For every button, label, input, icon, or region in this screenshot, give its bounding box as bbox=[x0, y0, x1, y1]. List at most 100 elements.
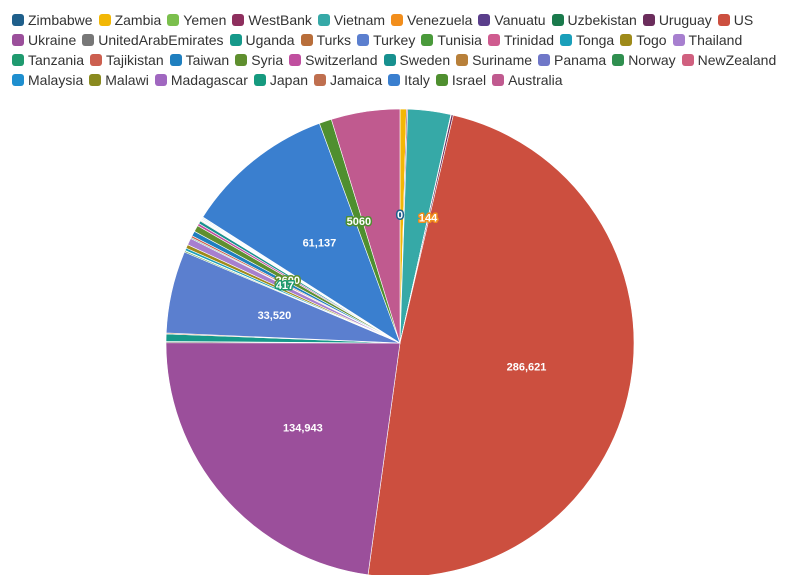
chart-legend: Zimbabwe Zambia Yemen WestBank Vietnam Venezu… bbox=[12, 12, 787, 88]
legend-swatch-icon bbox=[492, 74, 505, 86]
legend-item-tonga[interactable]: Tonga bbox=[560, 32, 614, 48]
legend-label: Switzerland bbox=[305, 52, 378, 68]
legend-item-jamaica[interactable]: Jamaica bbox=[314, 72, 382, 88]
legend-item-japan[interactable]: Japan bbox=[253, 72, 309, 88]
legend-item-taiwan[interactable]: Taiwan bbox=[169, 52, 229, 68]
legend-swatch-icon bbox=[89, 74, 102, 86]
legend-label: Uganda bbox=[245, 32, 295, 48]
legend-swatch-icon bbox=[383, 54, 396, 66]
legend-item-uruguay[interactable]: Uruguay bbox=[642, 12, 712, 28]
legend-item-yemen[interactable]: Yemen bbox=[167, 12, 226, 28]
legend-item-newzealand[interactable]: NewZealand bbox=[681, 52, 777, 68]
legend-label: Panama bbox=[554, 52, 607, 68]
legend-item-togo[interactable]: Togo bbox=[620, 32, 667, 48]
legend-label: UnitedArabEmirates bbox=[98, 32, 224, 48]
legend-item-madagascar[interactable]: Madagascar bbox=[154, 72, 248, 88]
legend-swatch-icon bbox=[642, 14, 655, 26]
legend-item-tajikistan[interactable]: Tajikistan bbox=[90, 52, 164, 68]
legend-swatch-icon bbox=[314, 74, 327, 86]
legend-swatch-icon bbox=[620, 34, 633, 46]
legend-item-australia[interactable]: Australia bbox=[492, 72, 563, 88]
legend-item-unitedarabemirates[interactable]: UnitedArabEmirates bbox=[82, 32, 224, 48]
legend-label: Turks bbox=[316, 32, 352, 48]
legend-swatch-icon bbox=[681, 54, 694, 66]
legend-label: Thailand bbox=[688, 32, 743, 48]
legend-label: Ukraine bbox=[28, 32, 77, 48]
legend-item-tanzania[interactable]: Tanzania bbox=[12, 52, 84, 68]
legend-swatch-icon bbox=[167, 14, 180, 26]
legend-label: NewZealand bbox=[697, 52, 777, 68]
legend-label: Italy bbox=[404, 72, 430, 88]
legend-item-thailand[interactable]: Thailand bbox=[672, 32, 743, 48]
legend-label: WestBank bbox=[248, 12, 312, 28]
legend-swatch-icon bbox=[672, 34, 685, 46]
legend-swatch-icon bbox=[478, 14, 491, 26]
legend-item-switzerland[interactable]: Switzerland bbox=[289, 52, 378, 68]
legend-swatch-icon bbox=[300, 34, 313, 46]
legend-label: Malawi bbox=[105, 72, 149, 88]
legend-label: Australia bbox=[508, 72, 563, 88]
legend-item-turkey[interactable]: Turkey bbox=[357, 32, 415, 48]
legend-item-syria[interactable]: Syria bbox=[235, 52, 283, 68]
legend-item-vanuatu[interactable]: Vanuatu bbox=[478, 12, 546, 28]
legend-label: Vanuatu bbox=[494, 12, 546, 28]
legend-label: Uzbekistan bbox=[567, 12, 637, 28]
legend-item-westbank[interactable]: WestBank bbox=[232, 12, 312, 28]
legend-item-venezuela[interactable]: Venezuela bbox=[391, 12, 472, 28]
pie-slice-ukraine[interactable] bbox=[165, 342, 401, 575]
legend-label: Zimbabwe bbox=[28, 12, 93, 28]
legend-item-vietnam[interactable]: Vietnam bbox=[317, 12, 385, 28]
legend-swatch-icon bbox=[12, 14, 24, 26]
legend-item-us[interactable]: US bbox=[717, 12, 754, 28]
legend-swatch-icon bbox=[456, 54, 469, 66]
legend-item-norway[interactable]: Norway bbox=[612, 52, 676, 68]
legend-label: US bbox=[733, 12, 754, 28]
legend-item-italy[interactable]: Italy bbox=[388, 72, 430, 88]
legend-item-zimbabwe[interactable]: Zimbabwe bbox=[12, 12, 93, 28]
legend-swatch-icon bbox=[169, 54, 182, 66]
legend-label: Tajikistan bbox=[106, 52, 164, 68]
legend-swatch-icon bbox=[487, 34, 500, 46]
legend-label: Suriname bbox=[472, 52, 533, 68]
legend-label: Jamaica bbox=[330, 72, 383, 88]
legend-item-turks[interactable]: Turks bbox=[300, 32, 352, 48]
legend-item-malaysia[interactable]: Malaysia bbox=[12, 72, 83, 88]
legend-item-tunisia[interactable]: Tunisia bbox=[421, 32, 482, 48]
legend-swatch-icon bbox=[717, 14, 730, 26]
legend-swatch-icon bbox=[12, 34, 24, 46]
legend-item-panama[interactable]: Panama bbox=[538, 52, 606, 68]
legend-swatch-icon bbox=[421, 34, 434, 46]
legend-label: Uruguay bbox=[658, 12, 712, 28]
legend-swatch-icon bbox=[98, 14, 111, 26]
legend-label: Tanzania bbox=[28, 52, 85, 68]
legend-item-ukraine[interactable]: Ukraine bbox=[12, 32, 76, 48]
legend-swatch-icon bbox=[154, 74, 167, 86]
pie-slice-us[interactable] bbox=[367, 114, 635, 575]
legend-label: Tonga bbox=[576, 32, 615, 48]
legend-swatch-icon bbox=[289, 54, 302, 66]
legend-item-sweden[interactable]: Sweden bbox=[383, 52, 450, 68]
legend-label: Togo bbox=[636, 32, 667, 48]
legend-item-suriname[interactable]: Suriname bbox=[456, 52, 532, 68]
legend-item-trinidad[interactable]: Trinidad bbox=[487, 32, 555, 48]
legend-label: Trinidad bbox=[503, 32, 555, 48]
data-label-zimbabwe: 0 bbox=[397, 209, 403, 221]
legend-item-uzbekistan[interactable]: Uzbekistan bbox=[551, 12, 637, 28]
legend-label: Yemen bbox=[183, 12, 227, 28]
data-label-italy: 61,137 bbox=[303, 238, 337, 250]
legend-label: Turkey bbox=[373, 32, 416, 48]
legend-label: Syria bbox=[251, 52, 284, 68]
legend-item-malawi[interactable]: Malawi bbox=[89, 72, 149, 88]
legend-swatch-icon bbox=[391, 14, 404, 26]
legend-item-israel[interactable]: Israel bbox=[435, 72, 486, 88]
pie-slice-italy[interactable] bbox=[202, 122, 401, 344]
data-label-ukraine: 134,943 bbox=[283, 423, 323, 435]
legend-swatch-icon bbox=[12, 74, 24, 86]
legend-swatch-icon bbox=[551, 14, 564, 26]
legend-label: Japan bbox=[269, 72, 309, 88]
legend-item-uganda[interactable]: Uganda bbox=[229, 32, 295, 48]
legend-swatch-icon bbox=[229, 34, 242, 46]
legend-item-zambia[interactable]: Zambia bbox=[98, 12, 161, 28]
pie-slice-australia[interactable] bbox=[330, 108, 401, 344]
